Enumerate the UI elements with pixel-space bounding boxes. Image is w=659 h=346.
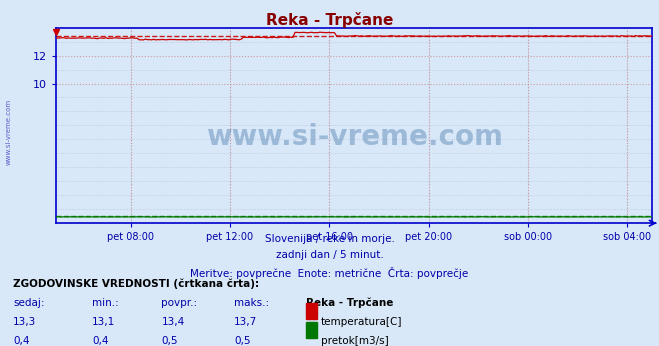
Text: Reka - Trpčane: Reka - Trpčane [266, 12, 393, 28]
Text: 13,4: 13,4 [161, 317, 185, 327]
Text: 0,5: 0,5 [161, 336, 178, 346]
Text: ZGODOVINSKE VREDNOSTI (črtkana črta):: ZGODOVINSKE VREDNOSTI (črtkana črta): [13, 279, 259, 289]
Text: zadnji dan / 5 minut.: zadnji dan / 5 minut. [275, 250, 384, 260]
Text: min.:: min.: [92, 298, 119, 308]
Text: 13,3: 13,3 [13, 317, 36, 327]
Text: www.si-vreme.com: www.si-vreme.com [5, 98, 11, 165]
Text: sedaj:: sedaj: [13, 298, 45, 308]
Text: povpr.:: povpr.: [161, 298, 198, 308]
Text: 0,4: 0,4 [92, 336, 109, 346]
Text: www.si-vreme.com: www.si-vreme.com [206, 123, 503, 151]
Text: Slovenija / reke in morje.: Slovenija / reke in morje. [264, 234, 395, 244]
Text: 13,1: 13,1 [92, 317, 115, 327]
Text: temperatura[C]: temperatura[C] [321, 317, 403, 327]
Text: maks.:: maks.: [234, 298, 269, 308]
Text: 0,5: 0,5 [234, 336, 250, 346]
Text: pretok[m3/s]: pretok[m3/s] [321, 336, 389, 346]
Text: 0,4: 0,4 [13, 336, 30, 346]
Text: Reka - Trpčane: Reka - Trpčane [306, 298, 394, 308]
Text: Meritve: povprečne  Enote: metrične  Črta: povprečje: Meritve: povprečne Enote: metrične Črta:… [190, 267, 469, 279]
Text: 13,7: 13,7 [234, 317, 257, 327]
